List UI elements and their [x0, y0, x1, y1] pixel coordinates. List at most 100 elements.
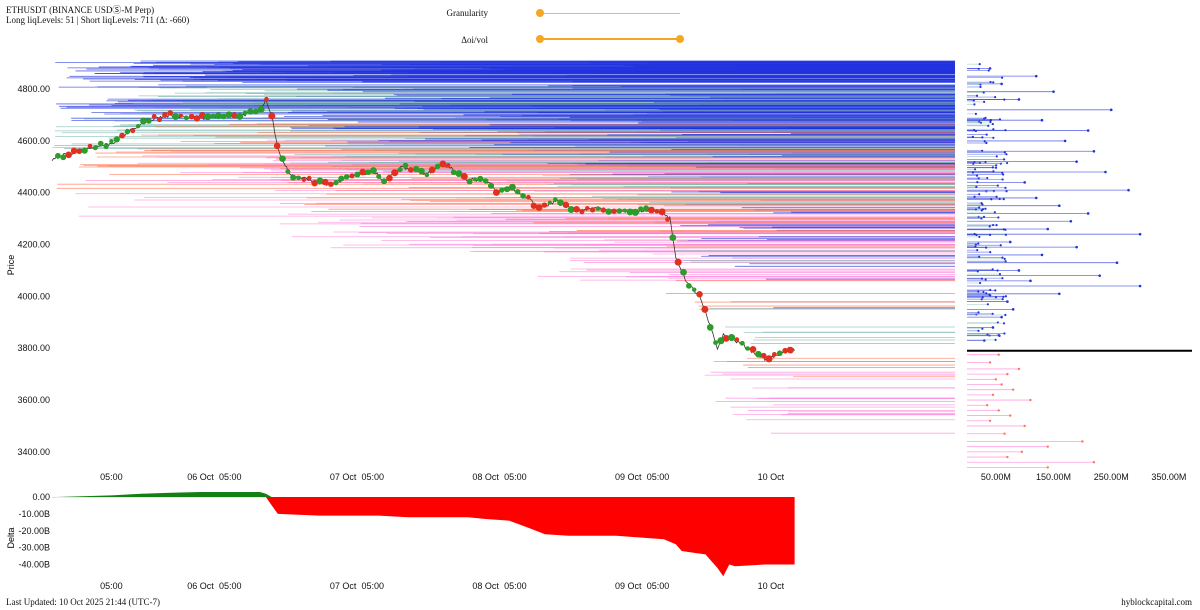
short-liq-bar-end	[1001, 171, 1004, 174]
short-liq-bar-end	[975, 174, 979, 177]
trade-dot	[535, 204, 543, 211]
delta-time-tick-label: 05:00	[219, 581, 242, 591]
delta-time-tick-label: 06 Oct	[187, 581, 214, 591]
short-liq-bar-end	[1008, 240, 1012, 244]
short-liq-bar-end	[978, 206, 981, 209]
short-liq-bar-end	[989, 251, 992, 254]
short-liq-bar-end	[1058, 204, 1061, 207]
trade-dot	[647, 206, 655, 214]
liq-level-lines	[52, 60, 955, 434]
short-liq-bar-end	[1086, 129, 1090, 132]
trade-dot	[728, 333, 736, 342]
short-liq-bar-end	[1063, 139, 1067, 143]
granularity-slider-track[interactable]	[540, 13, 680, 14]
trade-dot	[296, 175, 301, 181]
short-liq-bar-end	[983, 339, 986, 342]
long-liq-bar-end	[997, 353, 1000, 356]
time-tick-label: 05:00	[219, 472, 242, 482]
short-liq-bar-end	[995, 195, 998, 198]
trade-dot	[579, 209, 585, 215]
long-liq-bar-end	[994, 378, 998, 381]
short-liq-bar-end	[1006, 300, 1009, 303]
delta-oi-vol-slider-max-handle[interactable]	[676, 35, 684, 43]
short-liq-bar-end	[994, 296, 997, 299]
short-liq-bar-end	[1138, 232, 1142, 236]
trade-dot	[701, 305, 709, 313]
trade-dot	[439, 160, 447, 168]
trade-dot	[60, 154, 67, 161]
trade-dot	[455, 170, 463, 177]
trade-dot	[146, 118, 152, 124]
short-liq-bar-end	[975, 94, 979, 97]
trade-dot	[717, 337, 725, 345]
delta-tick-label: -40.00B	[18, 560, 50, 570]
time-tick-label: 05:00	[647, 472, 670, 482]
time-tick-label: 05:00	[504, 472, 527, 482]
trade-dot	[210, 113, 216, 119]
time-tick-label: 10 Oct	[758, 472, 785, 482]
trade-dot	[381, 178, 388, 185]
trade-dot	[359, 168, 367, 176]
short-liq-bar-end	[983, 140, 986, 143]
trade-dot	[526, 194, 531, 200]
trade-dot	[541, 202, 548, 208]
trade-dot	[412, 165, 420, 173]
granularity-slider-handle[interactable]	[536, 9, 544, 17]
short-liq-bar-end	[1002, 173, 1005, 176]
short-liq-bar-end	[1003, 257, 1006, 261]
trade-dot	[285, 169, 291, 175]
short-liq-bar-end	[1002, 322, 1006, 325]
delta-oi-vol-slider-min-handle[interactable]	[536, 35, 544, 43]
short-liq-bar-end	[1040, 253, 1044, 257]
short-liq-bar-end	[984, 207, 987, 210]
trade-dot	[198, 112, 206, 119]
short-liq-bar-end	[984, 116, 987, 119]
trade-dot	[92, 145, 98, 151]
short-liq-bar-end	[975, 313, 978, 316]
short-liq-bar-end	[986, 303, 989, 306]
price-tick-label: 3400.00	[17, 447, 50, 457]
trade-dot	[327, 181, 334, 187]
short-liq-bar-end	[999, 244, 1002, 247]
trade-dot	[654, 209, 659, 214]
trade-dot	[333, 179, 339, 186]
short-liq-bar-end	[998, 272, 1002, 276]
short-liq-bar-end	[1000, 82, 1003, 86]
time-tick-label: 06 Oct	[187, 472, 214, 482]
trade-dot	[109, 139, 114, 144]
short-liq-bar-end	[1075, 245, 1078, 249]
long-liq-bar-end	[988, 361, 992, 364]
short-liq-bar-end	[992, 170, 995, 173]
trade-dot	[424, 172, 430, 178]
short-liq-bar-end	[1109, 108, 1113, 112]
short-liq-bar-end	[1023, 181, 1026, 184]
trade-dot	[706, 323, 714, 331]
delta-time-tick-label: 05:00	[647, 581, 670, 591]
short-liq-bar-end	[1104, 170, 1107, 174]
delta-oi-vol-slider-track[interactable]	[540, 38, 680, 40]
short-liq-bar-end	[996, 184, 999, 187]
price-tick-label: 3800.00	[17, 343, 50, 353]
trade-dot	[162, 112, 168, 118]
short-liq-bar-end	[987, 124, 990, 127]
trade-dot	[97, 140, 104, 147]
short-liq-bar-end	[994, 166, 998, 169]
short-liq-bar-end	[994, 95, 997, 99]
short-liq-bar-end	[978, 255, 981, 258]
trade-dot	[557, 199, 564, 207]
short-liq-bar-end	[991, 166, 994, 169]
short-liq-bar-end	[983, 100, 986, 103]
short-liq-bar-end	[998, 334, 1001, 337]
trade-dot	[487, 182, 495, 189]
trade-dot	[499, 187, 505, 193]
trade-dot	[605, 208, 612, 215]
long-liq-bar-end	[1046, 445, 1049, 448]
trade-dot	[119, 132, 125, 139]
long-liq-bar-end	[1009, 414, 1012, 417]
short-liq-bar-end	[1034, 196, 1038, 200]
trade-dot	[492, 189, 500, 196]
trade-dot	[547, 200, 552, 205]
trade-dot	[573, 206, 580, 213]
short-liq-bar-end	[977, 177, 980, 180]
